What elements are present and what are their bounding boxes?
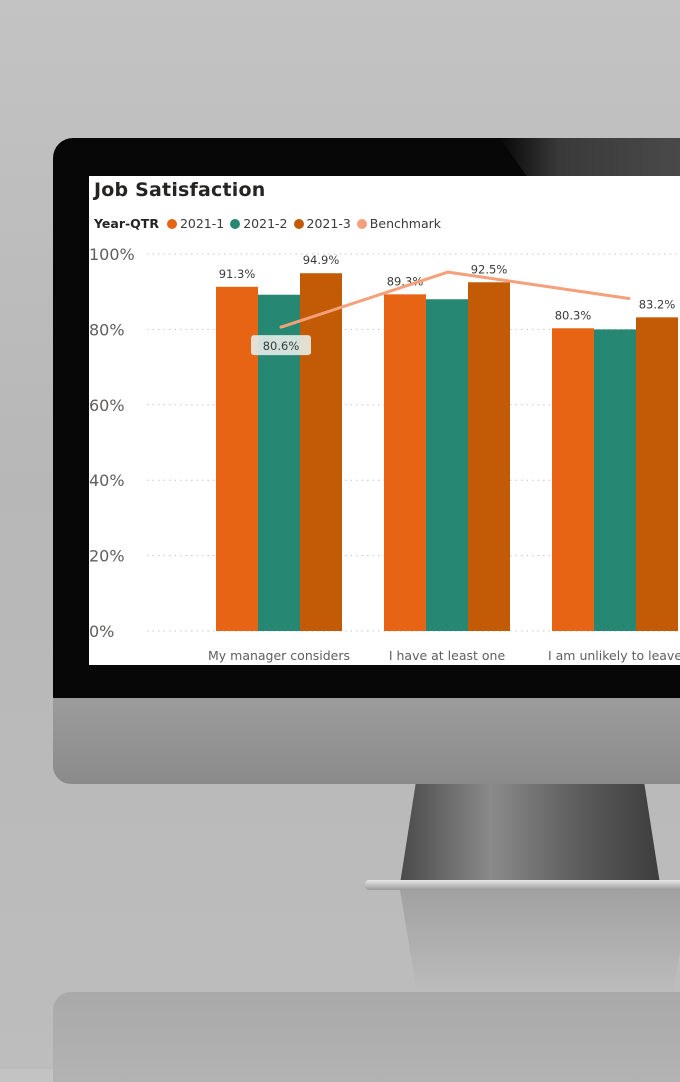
monitor-stand-base: [365, 880, 680, 890]
bar: [384, 294, 426, 631]
desk-reflection: [53, 992, 680, 1082]
bar: [468, 282, 510, 631]
y-tick-label: 60%: [89, 396, 125, 415]
data-label: 92.5%: [471, 262, 508, 276]
monitor-chin: [53, 698, 680, 784]
benchmark-point: [627, 296, 631, 300]
legend-marker-icon: [166, 218, 177, 229]
chart-legend: Year-QTR 2021-1 2021-2 2021-3 Benchmark: [94, 216, 447, 231]
legend-item-1[interactable]: 2021-2: [230, 216, 288, 231]
report-screen: Job Satisfaction Year-QTR 2021-1 2021-2 20…: [89, 176, 680, 665]
y-tick-label: 20%: [89, 547, 125, 566]
data-label: 89.3%: [387, 274, 424, 288]
y-tick-label: 80%: [89, 320, 125, 339]
legend-marker-icon: [356, 218, 367, 229]
bezel-glare: [500, 138, 680, 178]
bar: [594, 329, 636, 631]
data-label: 80.3%: [555, 308, 592, 322]
data-label: 91.3%: [219, 267, 256, 281]
legend-item-3[interactable]: Benchmark: [356, 216, 441, 231]
legend-marker-icon: [293, 218, 304, 229]
benchmark-point: [279, 325, 283, 329]
bar: [300, 273, 342, 631]
bar: [552, 328, 594, 631]
monitor-stand-neck: [400, 784, 660, 884]
legend-marker-icon: [230, 218, 241, 229]
benchmark-label: 80.6%: [263, 339, 300, 353]
legend-label: 2021-2: [243, 216, 288, 231]
legend-item-0[interactable]: 2021-1: [166, 216, 225, 231]
legend-item-2[interactable]: 2021-3: [293, 216, 351, 231]
bar: [426, 299, 468, 631]
benchmark-label-box: [251, 335, 311, 356]
y-tick-label: 100%: [89, 245, 135, 264]
legend-label: Benchmark: [369, 216, 441, 231]
y-tick-label: 0%: [89, 622, 114, 641]
legend-label: 2021-3: [306, 216, 351, 231]
chart-title: Job Satisfaction: [94, 179, 266, 201]
legend-label: 2021-1: [179, 216, 225, 231]
benchmark-point: [446, 270, 450, 274]
data-label: 94.9%: [303, 253, 340, 267]
y-tick-label: 40%: [89, 471, 125, 490]
data-label: 83.2%: [639, 297, 676, 311]
bar: [636, 317, 678, 631]
x-tick-label: My manager considers: [208, 648, 350, 663]
x-tick-label: I am unlikely to leave: [548, 648, 680, 663]
stand-reflection: [400, 890, 680, 995]
bar-chart: 0% 20% 40% 60% 80% 100% 91.3% 89.3% 80.3% 94.9% 92…: [89, 245, 680, 663]
legend-title: Year-QTR: [94, 216, 159, 231]
x-tick-label: I have at least one: [389, 648, 506, 663]
